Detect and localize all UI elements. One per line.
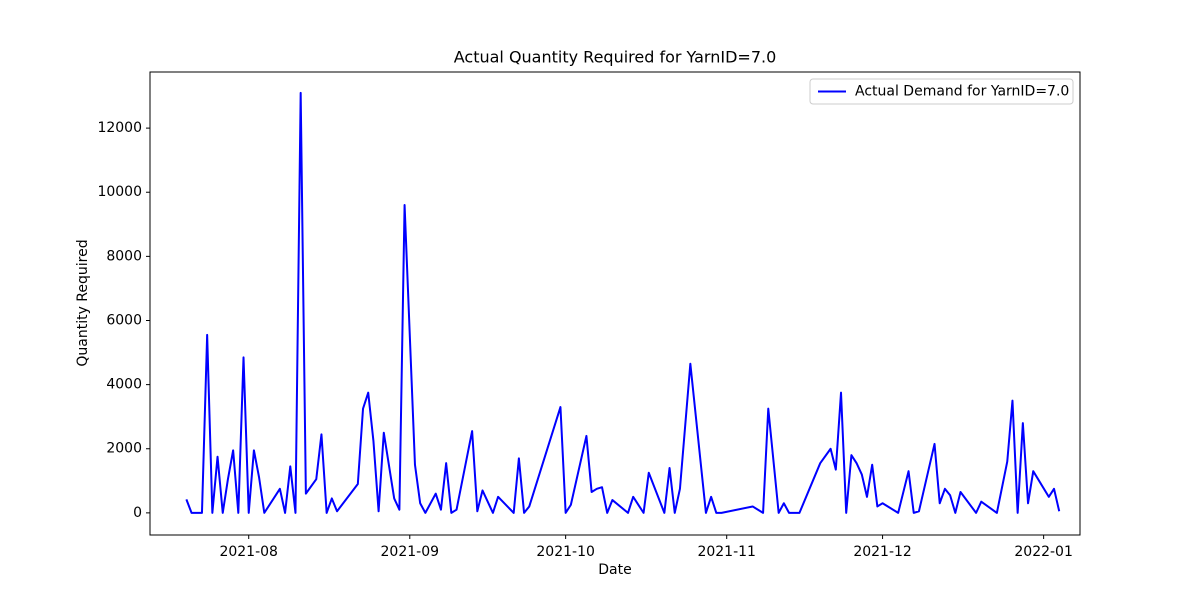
y-tick-label: 10000 bbox=[97, 184, 142, 200]
x-tick-label: 2021-11 bbox=[697, 544, 756, 560]
y-tick-label: 0 bbox=[133, 505, 142, 521]
chart-title: Actual Quantity Required for YarnID=7.0 bbox=[454, 48, 777, 67]
x-axis-label: Date bbox=[598, 562, 631, 578]
x-tick-label: 2021-09 bbox=[381, 544, 440, 560]
legend-box bbox=[809, 78, 1074, 105]
y-tick-label: 6000 bbox=[106, 312, 142, 328]
x-tick-label: 2021-08 bbox=[219, 544, 278, 560]
y-tick-label: 12000 bbox=[97, 120, 142, 136]
legend-label: Actual Demand for YarnID=7.0 bbox=[855, 84, 1069, 100]
y-tick-label: 8000 bbox=[106, 248, 142, 264]
y-tick-label: 4000 bbox=[106, 377, 142, 393]
data-line bbox=[185, 91, 1061, 514]
y-tick-label: 2000 bbox=[106, 441, 142, 457]
y-axis-label: Quantity Required bbox=[75, 239, 91, 366]
x-tick-label: 2021-10 bbox=[536, 544, 595, 560]
x-tick-label: 2022-01 bbox=[1014, 544, 1073, 560]
x-tick-label: 2021-12 bbox=[853, 544, 912, 560]
plot-frame bbox=[149, 71, 1081, 536]
